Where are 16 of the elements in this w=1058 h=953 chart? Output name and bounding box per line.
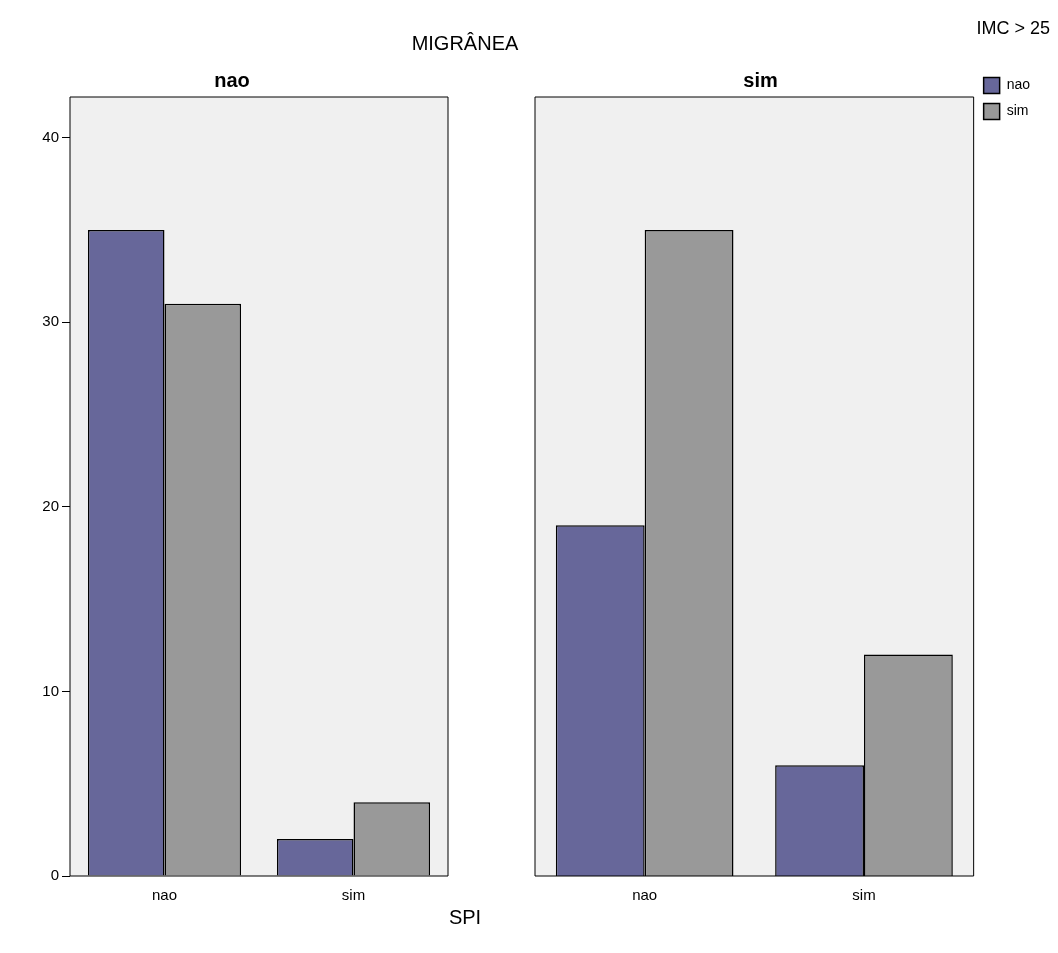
x-tick-label: sim xyxy=(341,886,366,904)
y-tick-label: 40 xyxy=(42,127,59,145)
x-tick-label: nao xyxy=(632,886,658,904)
legend-label: nao xyxy=(1006,76,1031,93)
x-axis-title: SPI xyxy=(447,906,483,929)
text: MIGRÂNEA xyxy=(410,32,520,55)
y-tick-label: 30 xyxy=(42,312,59,330)
legend-title: IMC > 25 xyxy=(976,18,1050,39)
y-tick-label: 0 xyxy=(50,866,59,884)
chart-title: nao xyxy=(214,68,250,91)
y-tick-label: 20 xyxy=(42,496,59,514)
y-tick-label: 10 xyxy=(42,681,59,699)
chart-title: sim xyxy=(743,68,778,91)
x-tick-label: sim xyxy=(852,886,876,904)
legend-label: sim xyxy=(1006,102,1029,119)
x-tick-label: nao xyxy=(151,886,178,904)
